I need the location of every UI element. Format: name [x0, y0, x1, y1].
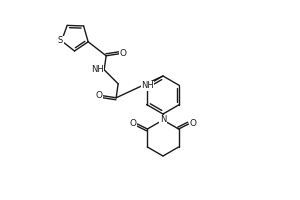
Text: N: N — [160, 116, 166, 124]
Text: O: O — [96, 91, 103, 100]
Text: O: O — [189, 119, 196, 129]
Text: O: O — [130, 119, 137, 129]
Text: S: S — [58, 36, 63, 45]
Text: NH: NH — [91, 65, 103, 74]
Text: O: O — [120, 49, 127, 58]
Text: NH: NH — [141, 81, 154, 90]
